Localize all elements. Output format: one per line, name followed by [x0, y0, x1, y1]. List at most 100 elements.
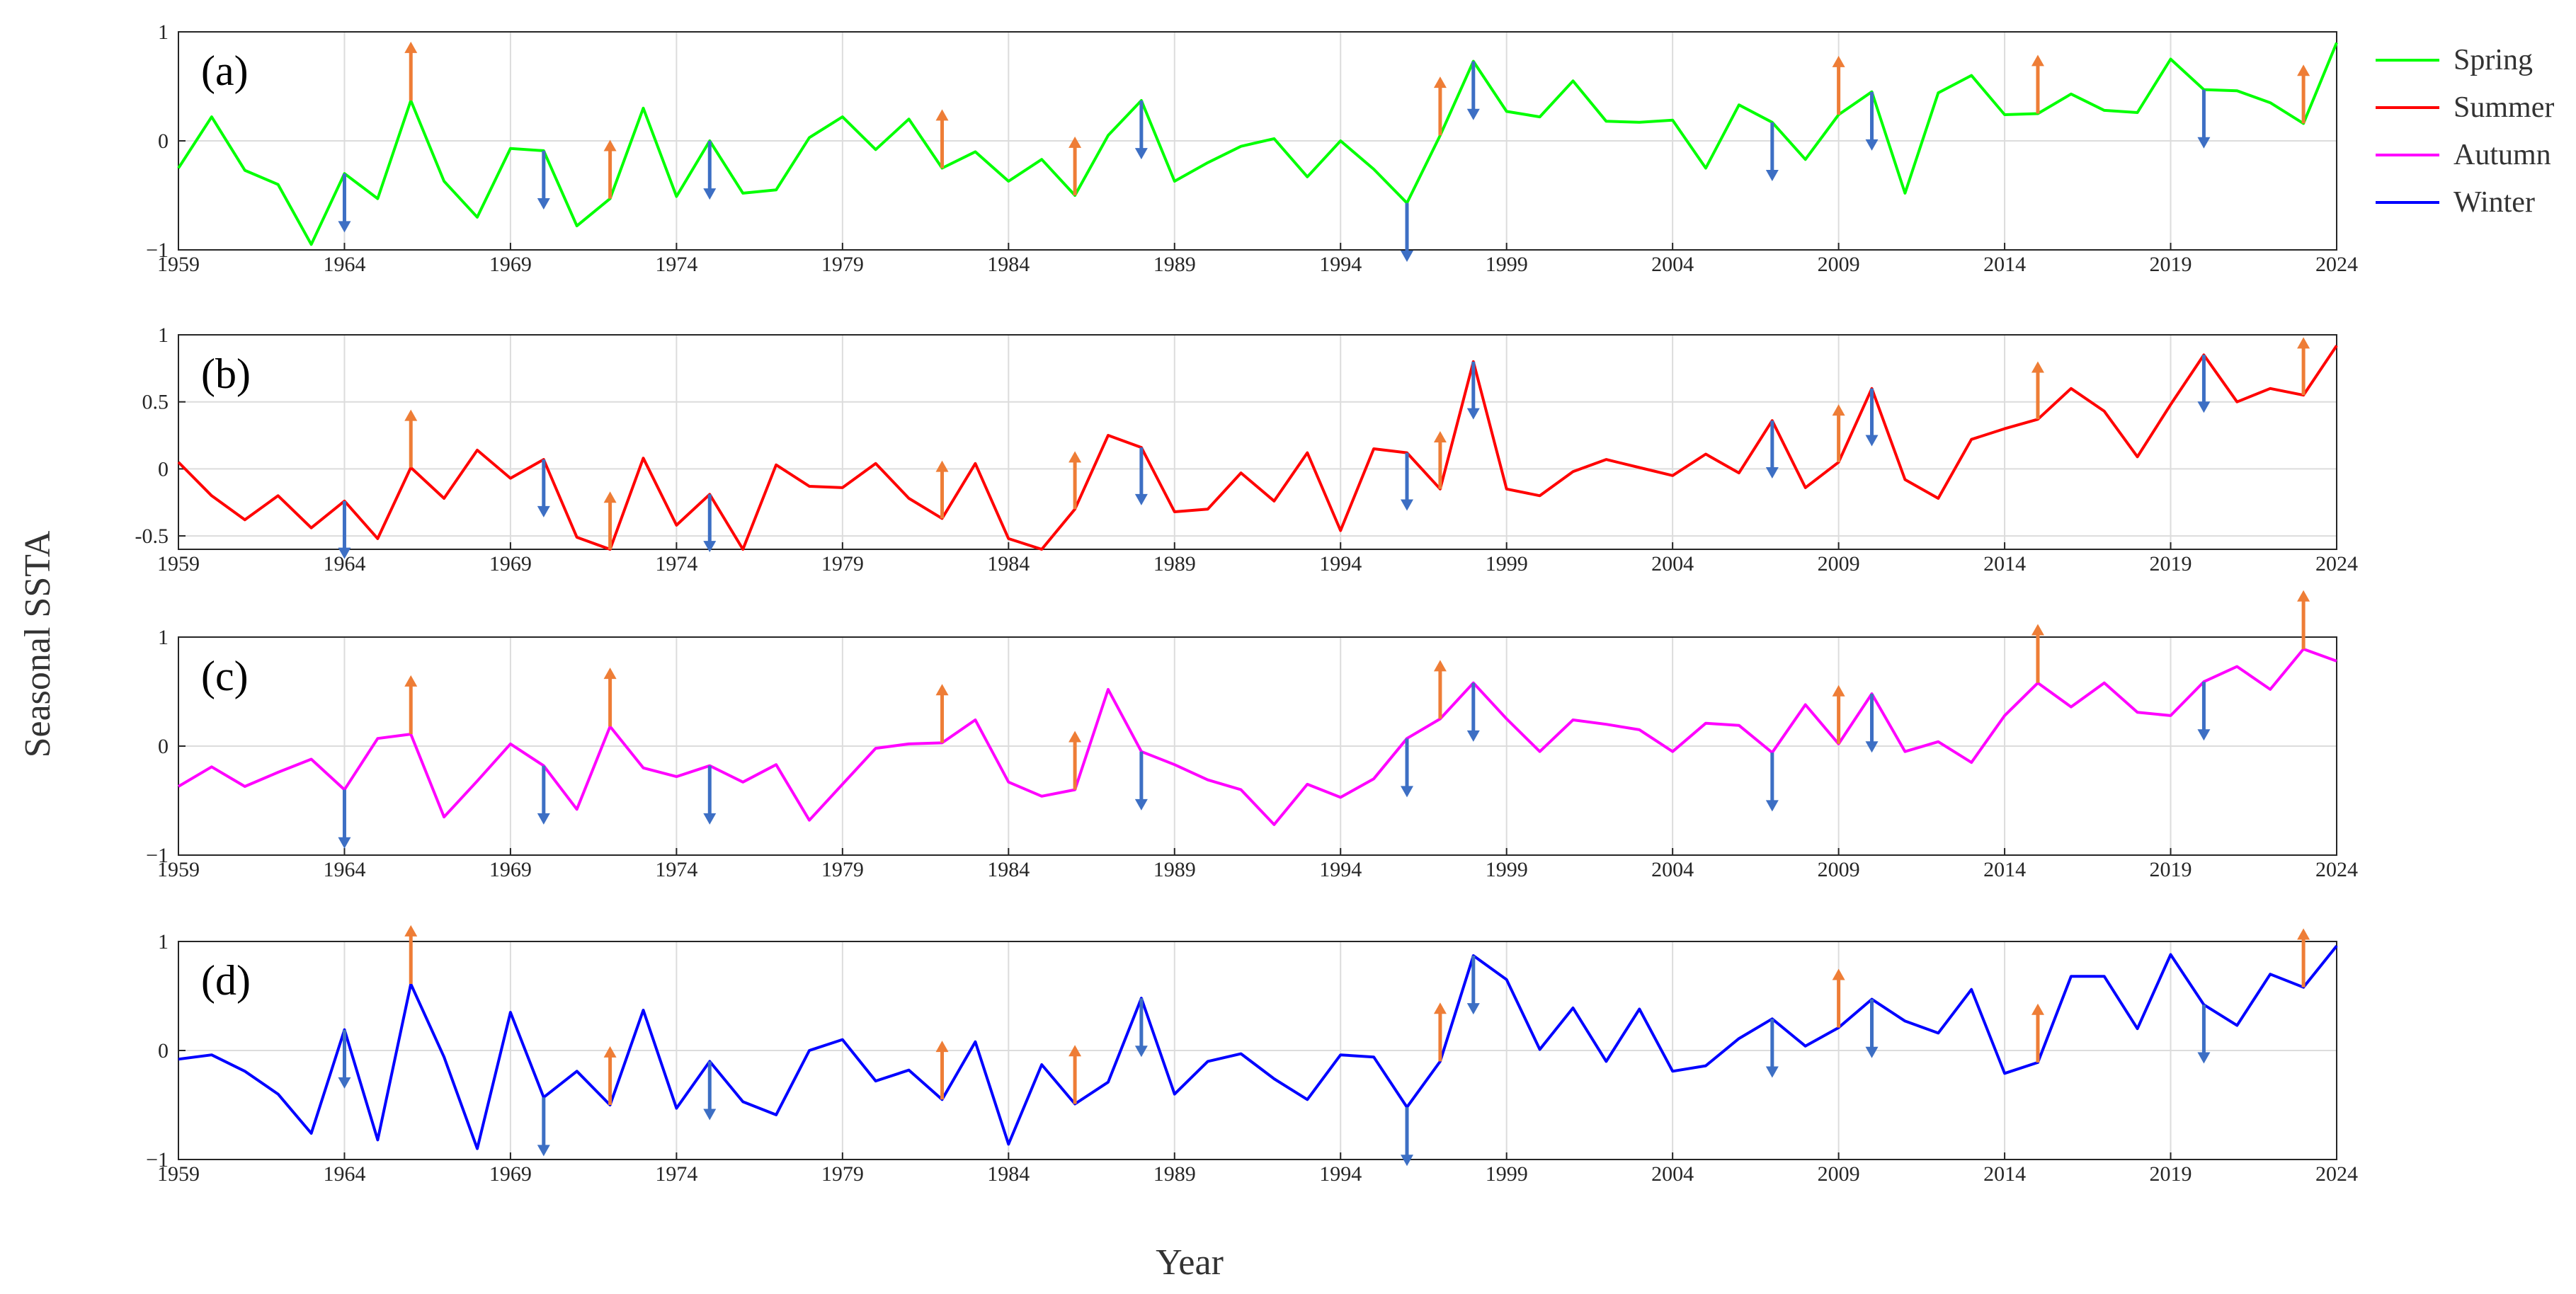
warm-event-arrow-2009	[1832, 55, 1845, 115]
cold-event-arrow-1996	[1401, 738, 1414, 798]
x-tick-label: 1984	[987, 1162, 1030, 1186]
y-tick-label: 1	[158, 930, 169, 954]
arrow-head	[703, 188, 717, 200]
arrow-head	[1765, 1066, 1779, 1078]
arrow-head	[1466, 730, 1480, 742]
warm-event-arrow-1986	[1068, 1045, 1082, 1104]
warm-event-arrow-1972	[603, 139, 617, 199]
arrow-head	[703, 541, 717, 553]
panel-label: (d)	[201, 957, 251, 1004]
y-tick-label: 0	[158, 130, 169, 153]
x-tick-label: 1984	[987, 253, 1030, 276]
y-tick-label: 0	[158, 1039, 169, 1063]
cold-event-arrow-2020	[2197, 355, 2211, 413]
y-axis-title: Seasonal SSTA	[18, 530, 58, 757]
warm-event-arrow-1997	[1433, 660, 1447, 719]
arrow-head	[537, 1145, 550, 1157]
warm-event-arrow-2009	[1832, 404, 1845, 462]
cold-event-arrow-2020	[2197, 682, 2211, 741]
cold-event-arrow-2007	[1765, 122, 1779, 181]
arrow-head	[935, 684, 949, 696]
x-tick-label: 1959	[157, 552, 200, 576]
y-tick-label: 1	[158, 626, 169, 649]
x-tick-label: 1974	[655, 858, 697, 881]
arrow-head	[404, 41, 418, 53]
cold-event-arrow-1970	[537, 150, 550, 210]
cold-event-arrow-2010	[1865, 91, 1879, 151]
y-tick-label: -0.5	[135, 525, 169, 548]
arrow-head	[1433, 660, 1447, 672]
x-tick-label: 2019	[2150, 858, 2192, 881]
arrow-head	[1068, 731, 1082, 743]
legend-entry-summer: Summer	[2376, 91, 2554, 124]
arrow-head	[603, 491, 617, 503]
plot-area	[178, 334, 2337, 550]
x-tick-label: 1994	[1319, 552, 1362, 576]
cold-event-arrow-1964	[338, 173, 351, 233]
arrow-head	[338, 1077, 351, 1089]
arrow-head	[404, 924, 418, 937]
x-tick-label: 2014	[1983, 253, 2026, 276]
warm-event-arrow-2015	[2031, 55, 2044, 114]
arrow-head	[2031, 55, 2044, 67]
warm-event-arrow-2015	[2031, 361, 2044, 420]
x-tick-label: 1979	[821, 253, 864, 276]
x-tick-label: 1989	[1153, 1162, 1196, 1186]
arrow-head	[404, 409, 418, 421]
arrow-head	[2031, 361, 2044, 373]
warm-event-arrow-1982	[935, 109, 949, 168]
x-tick-label: 2009	[1818, 552, 1860, 576]
cold-event-arrow-2020	[2197, 1004, 2211, 1064]
arrow-head	[1401, 250, 1414, 262]
cold-event-arrow-1964	[338, 1029, 351, 1089]
x-tick-label: 1994	[1319, 1162, 1362, 1186]
cold-event-arrow-1988	[1134, 998, 1148, 1058]
x-tick-label: 1999	[1486, 1162, 1528, 1186]
cold-event-arrow-2010	[1865, 999, 1879, 1058]
arrow-head	[2197, 401, 2211, 413]
arrow-head	[703, 1109, 717, 1121]
panel-label: (b)	[201, 350, 251, 397]
x-tick-label: 2009	[1818, 858, 1860, 881]
legend-label: Spring	[2454, 44, 2533, 76]
arrow-head	[603, 668, 617, 680]
arrow-head	[1832, 968, 1845, 980]
x-tick-label: 1984	[987, 858, 1030, 881]
arrow-head	[703, 813, 717, 825]
arrow-head	[338, 547, 351, 559]
series-line-spring	[177, 42, 2338, 246]
series-line-autumn	[177, 647, 2337, 826]
warm-event-arrow-1982	[935, 460, 949, 519]
warm-event-arrow-2009	[1832, 968, 1845, 1028]
series-line-winter	[178, 944, 2338, 1150]
x-tick-label: 1989	[1153, 253, 1196, 276]
cold-event-arrow-1996	[1401, 202, 1414, 262]
panel-label: (a)	[201, 47, 249, 94]
arrow-head	[1068, 451, 1082, 463]
warm-event-arrow-1986	[1068, 136, 1082, 195]
warm-event-arrow-1986	[1068, 731, 1082, 790]
arrow-head	[1068, 1045, 1082, 1057]
x-tick-label: 1969	[489, 858, 532, 881]
panel-spring: 1959 1964 1969 1974 1979 1984 1989 1994 1999 2004…	[146, 21, 2358, 276]
x-tick-label: 1964	[323, 1162, 365, 1186]
x-tick-label: 1959	[157, 858, 200, 881]
arrow-head	[1401, 499, 1414, 511]
arrow-head	[1433, 430, 1447, 442]
x-tick-label: 1999	[1486, 858, 1528, 881]
panels-group: 1959 1964 1969 1974 1979 1984 1989 1994 1999 2004…	[135, 21, 2359, 1186]
x-tick-label: 2014	[1983, 552, 2026, 576]
cold-event-arrow-2007	[1765, 752, 1779, 812]
arrow-head	[1865, 741, 1879, 753]
x-tick-label: 1994	[1319, 858, 1362, 881]
warm-event-arrow-1972	[603, 491, 617, 549]
cold-event-arrow-1998	[1466, 61, 1480, 120]
x-tick-label: 1969	[489, 552, 532, 576]
arrow-head	[2297, 928, 2310, 940]
warm-event-arrow-1982	[935, 684, 949, 743]
warm-event-arrow-1972	[603, 668, 617, 727]
series-line-summer	[177, 345, 2338, 551]
warm-event-arrow-2015	[2031, 1003, 2044, 1063]
warm-event-arrow-2023	[2297, 64, 2310, 124]
x-tick-label: 1999	[1486, 253, 1528, 276]
